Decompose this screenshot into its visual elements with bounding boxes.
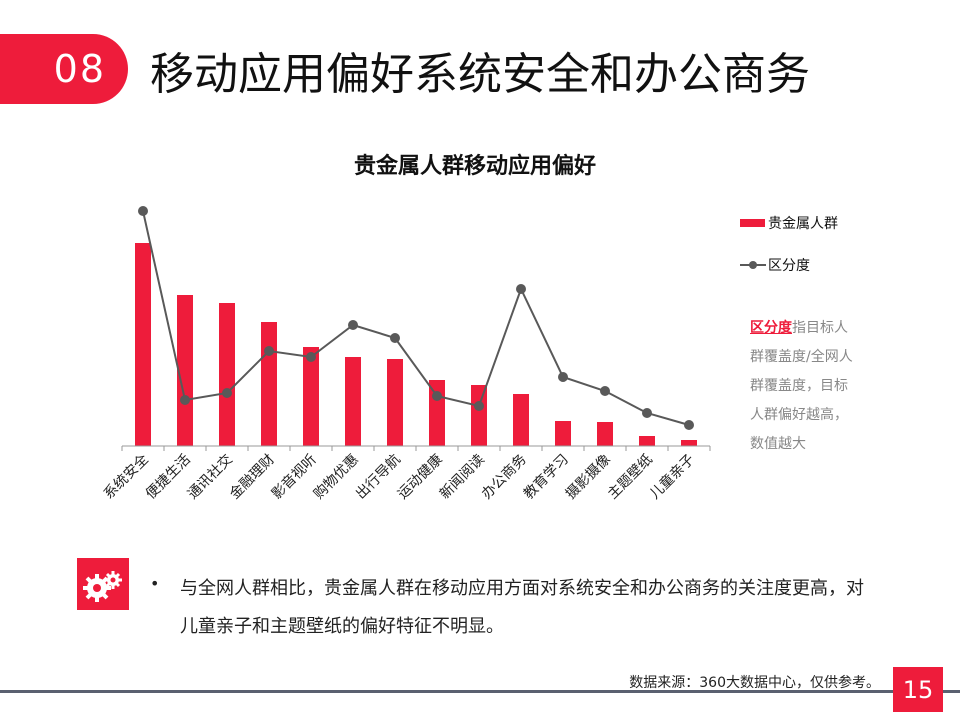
note-text: 指目标人群覆盖度/全网人群覆盖度，目标人群偏好越高，数值越大 xyxy=(750,320,853,452)
bar xyxy=(555,421,571,446)
bar xyxy=(681,440,697,446)
section-number-badge: 08 xyxy=(0,34,128,104)
x-tick-label: 办公商务 xyxy=(479,452,530,503)
x-tick-label: 儿童亲子 xyxy=(646,451,698,503)
bar xyxy=(597,422,613,446)
x-tick-label: 出行导航 xyxy=(353,452,404,503)
bar xyxy=(639,436,655,446)
x-tick-label: 通讯社交 xyxy=(184,451,236,503)
line-point xyxy=(642,408,652,418)
line-point xyxy=(222,388,232,398)
line-point xyxy=(138,206,148,216)
x-tick-label: 系统安全 xyxy=(100,451,152,503)
line-point xyxy=(432,391,442,401)
footer-divider xyxy=(0,690,960,693)
legend-item-bar: 贵金属人群 xyxy=(740,213,838,233)
gears-icon xyxy=(77,558,129,610)
bar xyxy=(177,295,193,446)
bar xyxy=(303,347,319,446)
x-tick-label: 摄影摄像 xyxy=(563,452,614,503)
bar xyxy=(471,385,487,446)
x-tick-label: 便捷生活 xyxy=(143,452,194,503)
chart-title: 贵金属人群移动应用偏好 xyxy=(353,154,596,179)
line-series xyxy=(142,210,690,426)
line-point xyxy=(390,333,400,343)
x-tick-label: 金融理财 xyxy=(227,452,278,503)
bar xyxy=(135,243,151,446)
page-title: 移动应用偏好系统安全和办公商务 xyxy=(150,49,810,100)
page-number: 15 xyxy=(893,667,943,712)
bar xyxy=(513,394,529,446)
x-tick-label: 新闻阅读 xyxy=(436,451,488,503)
line-point xyxy=(600,386,610,396)
bar xyxy=(219,303,235,446)
line-point xyxy=(558,372,568,382)
bullet-marker: • xyxy=(150,574,160,593)
legend-bar-swatch xyxy=(740,219,765,227)
section-number: 08 xyxy=(53,47,106,91)
line-point xyxy=(474,401,484,411)
bar xyxy=(387,359,403,446)
legend-label: 区分度 xyxy=(768,258,810,274)
chart: 系统安全便捷生活通讯社交金融理财影音视听购物优惠出行导航运动健康新闻阅读办公商务… xyxy=(100,206,711,503)
line-point xyxy=(684,420,694,430)
definition-note: 区分度指目标人群覆盖度/全网人群覆盖度，目标人群偏好越高，数值越大 xyxy=(750,314,860,459)
line-point xyxy=(306,352,316,362)
note-highlight: 区分度 xyxy=(750,320,792,336)
bar xyxy=(261,322,277,446)
legend-item-line: 区分度 xyxy=(740,255,810,275)
line-point xyxy=(180,395,190,405)
x-tick-label: 运动健康 xyxy=(394,451,446,503)
x-tick-label: 教育学习 xyxy=(521,452,572,503)
bar xyxy=(345,357,361,446)
legend-line-swatch xyxy=(740,261,766,269)
data-source: 数据来源：360大数据中心，仅供参考。 xyxy=(629,675,880,691)
legend-label: 贵金属人群 xyxy=(768,216,838,232)
x-tick-label: 主题壁纸 xyxy=(605,452,656,503)
x-tick-label: 影音视听 xyxy=(268,451,320,503)
line-point xyxy=(516,284,526,294)
x-tick-label: 购物优惠 xyxy=(311,452,362,503)
line-point xyxy=(348,320,358,330)
summary-text: 与全网人群相比，贵金属人群在移动应用方面对系统安全和办公商务的关注度更高，对儿童… xyxy=(180,578,864,637)
line-point xyxy=(264,346,274,356)
